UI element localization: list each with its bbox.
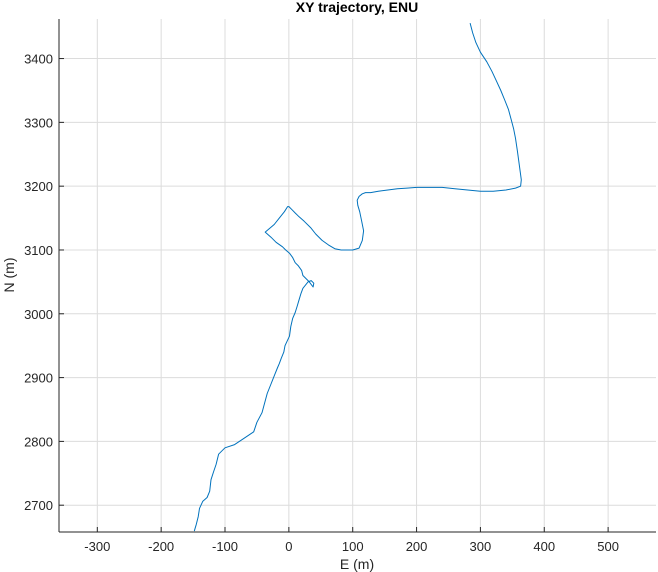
x-axis-label: E (m) [340, 556, 374, 572]
x-tick-label: -300 [84, 539, 110, 554]
x-tick-label: -100 [212, 539, 238, 554]
grid [59, 19, 656, 532]
x-tick-label: 500 [597, 539, 619, 554]
chart-title: XY trajectory, ENU [296, 0, 418, 15]
y-axis-label: N (m) [1, 258, 17, 293]
y-tick-label: 3000 [24, 307, 53, 322]
y-tick-label: 3200 [24, 179, 53, 194]
y-tick-label: 2700 [24, 498, 53, 513]
x-tick-label: 200 [406, 539, 428, 554]
x-tick-label: 0 [285, 539, 292, 554]
ticks: -300 -200 -100 0 100 200 300 400 500 2700 2800 2900… [24, 52, 619, 554]
y-tick-label: 3300 [24, 115, 53, 130]
axes [58, 19, 656, 533]
x-tick-label: 400 [533, 539, 555, 554]
x-tick-label: 100 [342, 539, 364, 554]
y-tick-label: 3400 [24, 52, 53, 67]
data-layer [193, 23, 522, 532]
x-tick-label: 300 [470, 539, 492, 554]
y-tick-label: 2900 [24, 371, 53, 386]
y-tick-label: 3100 [24, 243, 53, 258]
trajectory-line [193, 23, 522, 532]
y-tick-label: 2800 [24, 434, 53, 449]
plot-area [59, 19, 656, 532]
x-tick-label: -200 [148, 539, 174, 554]
